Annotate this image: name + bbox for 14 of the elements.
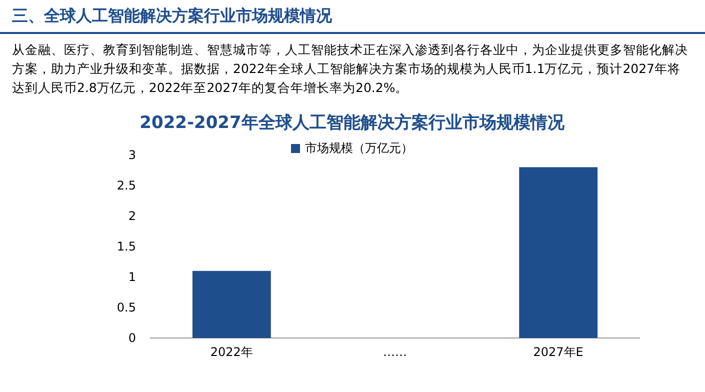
x-tick-label: 2022年 [210, 345, 253, 359]
y-tick-label: 0.5 [116, 300, 136, 314]
chart-title: 三、全球人工智能解决方案行业市场规模情况 [12, 6, 332, 27]
text: 从金融、医疗、教育到智能制造、智慧城市等，人工智能技术正在深入渗透到各行各业中，为企业提供更多智能化解决方案，助力产业升级和变革。据数据，2022年全球人工智能解决方案市场的规模为人民币1.1万亿元，预计2027年将达到人民币2.8万亿元，2022年至2027年的复合年增长率为20.2%。 [12, 41, 689, 97]
chart-subtitle: 2022-2027年全球人工智能解决方案行业市场规模情况 [140, 112, 566, 133]
y-tick-label: 1 [128, 270, 136, 284]
y-tick-label: 2 [128, 209, 136, 223]
legend-label: 市场规模（万亿元） [305, 141, 413, 155]
y-tick-label: 3 [128, 148, 136, 162]
x-tick-label: 2027年E [533, 345, 584, 359]
y-tick-label: 1.5 [116, 240, 136, 254]
y-tick-label: 2.5 [116, 178, 136, 192]
y-tick-label: 0 [128, 331, 136, 345]
x-tick-label: …… [383, 345, 407, 359]
